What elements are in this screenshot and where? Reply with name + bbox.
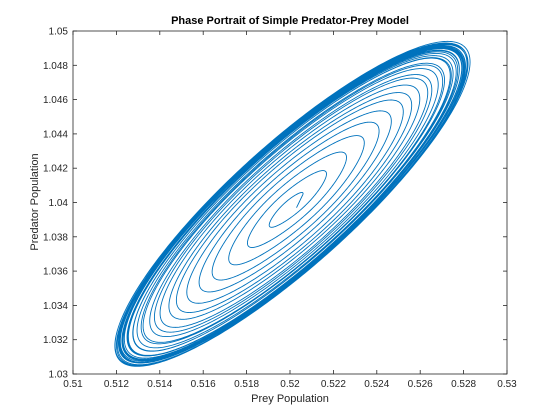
y-tick-label: 1.04: [49, 198, 69, 209]
y-tick-label: 1.05: [49, 27, 69, 38]
y-tick-label: 1.034: [43, 301, 68, 312]
y-tick-label: 1.046: [43, 95, 68, 106]
x-tick-label: 0.52: [280, 379, 300, 390]
y-tick-label: 1.038: [43, 232, 68, 243]
x-tick-label: 0.514: [147, 379, 172, 390]
y-tick-label: 1.036: [43, 267, 68, 278]
trajectory-line: [114, 40, 471, 367]
x-tick-label: 0.53: [497, 379, 517, 390]
x-axis-label: Prey Population: [251, 393, 329, 405]
y-axis-ticks: 1.03 1.032 1.034 1.036 1.038 1.04 1.042 1.044 1.…: [43, 27, 507, 381]
trajectory-group: [114, 40, 471, 367]
x-tick-label: 0.528: [451, 379, 476, 390]
x-tick-label: 0.522: [321, 379, 346, 390]
y-tick-label: 1.03: [49, 370, 69, 381]
y-tick-label: 1.042: [43, 164, 68, 175]
x-tick-label: 0.524: [364, 379, 389, 390]
x-tick-label: 0.51: [63, 379, 83, 390]
x-tick-label: 0.512: [104, 379, 129, 390]
x-tick-label: 0.518: [234, 379, 259, 390]
x-tick-label: 0.526: [408, 379, 433, 390]
y-axis-label: Predator Population: [29, 153, 41, 250]
x-axis-ticks: 0.51 0.512 0.514 0.516 0.518 0.52 0.522 0.524 0.…: [63, 31, 517, 390]
y-tick-label: 1.032: [43, 335, 68, 346]
plot-background: [73, 31, 507, 374]
chart-title: Phase Portrait of Simple Predator-Prey M…: [171, 15, 409, 27]
y-tick-label: 1.044: [43, 129, 68, 140]
x-tick-label: 0.516: [191, 379, 216, 390]
y-tick-label: 1.048: [43, 61, 68, 72]
